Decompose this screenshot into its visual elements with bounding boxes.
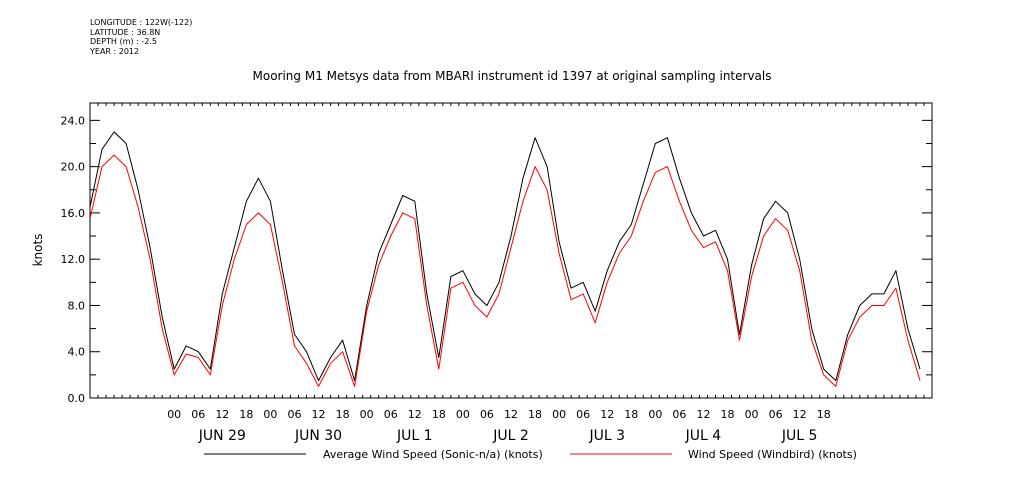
x-hour-label: 12 (408, 408, 422, 421)
x-hour-label: 00 (648, 408, 662, 421)
data-series (89, 131, 921, 387)
depth-label: DEPTH (m) : -2.5 (90, 37, 157, 46)
y-tick-labels: 0.0 4.0 8.0 12.0 16.0 20.0 24.0 (61, 114, 86, 405)
x-day-labels: JUN 29 JUN 30 JUL 1 JUL 2 JUL 3 JUL 4 JUL 5 (198, 428, 818, 444)
x-hour-label: 00 (360, 408, 374, 421)
y-tick-label: 8.0 (68, 299, 86, 312)
x-day-label: JUL 1 (396, 428, 433, 444)
series-line-sonic (89, 131, 921, 382)
axis-ticks (89, 103, 933, 399)
y-tick-label: 20.0 (61, 161, 86, 174)
x-hour-label: 12 (504, 408, 518, 421)
x-hour-labels: 00 06 12 18 00 06 12 18 00 06 12 18 00 06 12 18 00 06 12 18… (167, 408, 831, 421)
latitude-label: LATITUDE : 36.8N (90, 27, 161, 37)
x-hour-label: 18 (336, 408, 350, 421)
x-hour-label: 00 (552, 408, 566, 421)
x-hour-label: 00 (456, 408, 470, 421)
x-hour-label: 00 (167, 408, 181, 421)
plot-frame (89, 102, 933, 399)
y-tick-label: 16.0 (61, 207, 86, 220)
x-day-label: JUL 5 (781, 428, 818, 444)
x-day-label: JUL 2 (492, 428, 529, 444)
y-axis-label: knots (31, 234, 45, 267)
chart-title: Mooring M1 Metsys data from MBARI instru… (253, 69, 772, 83)
x-hour-label: 06 (287, 408, 301, 421)
x-hour-label: 18 (239, 408, 253, 421)
x-hour-label: 18 (721, 408, 735, 421)
x-day-label: JUN 29 (198, 428, 246, 444)
x-hour-label: 06 (480, 408, 494, 421)
x-hour-label: 12 (215, 408, 229, 421)
x-hour-label: 00 (745, 408, 759, 421)
x-hour-label: 06 (672, 408, 686, 421)
x-hour-label: 06 (384, 408, 398, 421)
x-hour-label: 12 (793, 408, 807, 421)
x-hour-label: 12 (312, 408, 326, 421)
x-hour-label: 06 (576, 408, 590, 421)
legend-label-sonic: Average Wind Speed (Sonic-n/a) (knots) (323, 448, 543, 461)
legend: Average Wind Speed (Sonic-n/a) (knots) W… (204, 448, 857, 461)
y-tick-label: 4.0 (68, 346, 86, 359)
x-day-label: JUN 30 (294, 428, 342, 444)
y-tick-label: 0.0 (68, 392, 86, 405)
x-day-label: JUL 4 (685, 428, 722, 444)
year-label: YEAR : 2012 (90, 46, 140, 56)
x-hour-label: 18 (432, 408, 446, 421)
metadata-block: LONGITUDE : 122W(-122) LATITUDE : 36.8N … (90, 18, 192, 56)
legend-label-windbird: Wind Speed (Windbird) (knots) (688, 448, 857, 461)
x-day-label: JUL 3 (588, 428, 625, 444)
longitude-label: LONGITUDE : 122W(-122) (90, 18, 193, 27)
x-hour-label: 12 (696, 408, 710, 421)
x-hour-label: 06 (769, 408, 783, 421)
x-hour-label: 00 (263, 408, 277, 421)
y-tick-label: 24.0 (61, 114, 86, 127)
x-hour-label: 18 (817, 408, 831, 421)
series-line-windbird (89, 154, 921, 387)
x-hour-label: 12 (600, 408, 614, 421)
x-hour-label: 18 (528, 408, 542, 421)
y-tick-label: 12.0 (61, 253, 86, 266)
x-hour-label: 06 (191, 408, 205, 421)
x-hour-label: 18 (624, 408, 638, 421)
